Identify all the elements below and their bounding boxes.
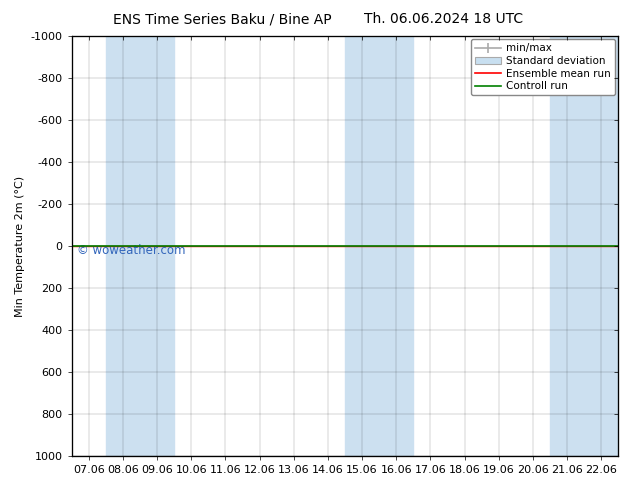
Text: ENS Time Series Baku / Bine AP: ENS Time Series Baku / Bine AP bbox=[113, 12, 331, 26]
Bar bbox=[550, 36, 618, 456]
Text: Th. 06.06.2024 18 UTC: Th. 06.06.2024 18 UTC bbox=[365, 12, 523, 26]
Bar bbox=[345, 36, 413, 456]
Text: © woweather.com: © woweather.com bbox=[77, 244, 186, 257]
Legend: min/max, Standard deviation, Ensemble mean run, Controll run: min/max, Standard deviation, Ensemble me… bbox=[471, 39, 615, 96]
Bar bbox=[106, 36, 174, 456]
Y-axis label: Min Temperature 2m (°C): Min Temperature 2m (°C) bbox=[15, 175, 25, 317]
